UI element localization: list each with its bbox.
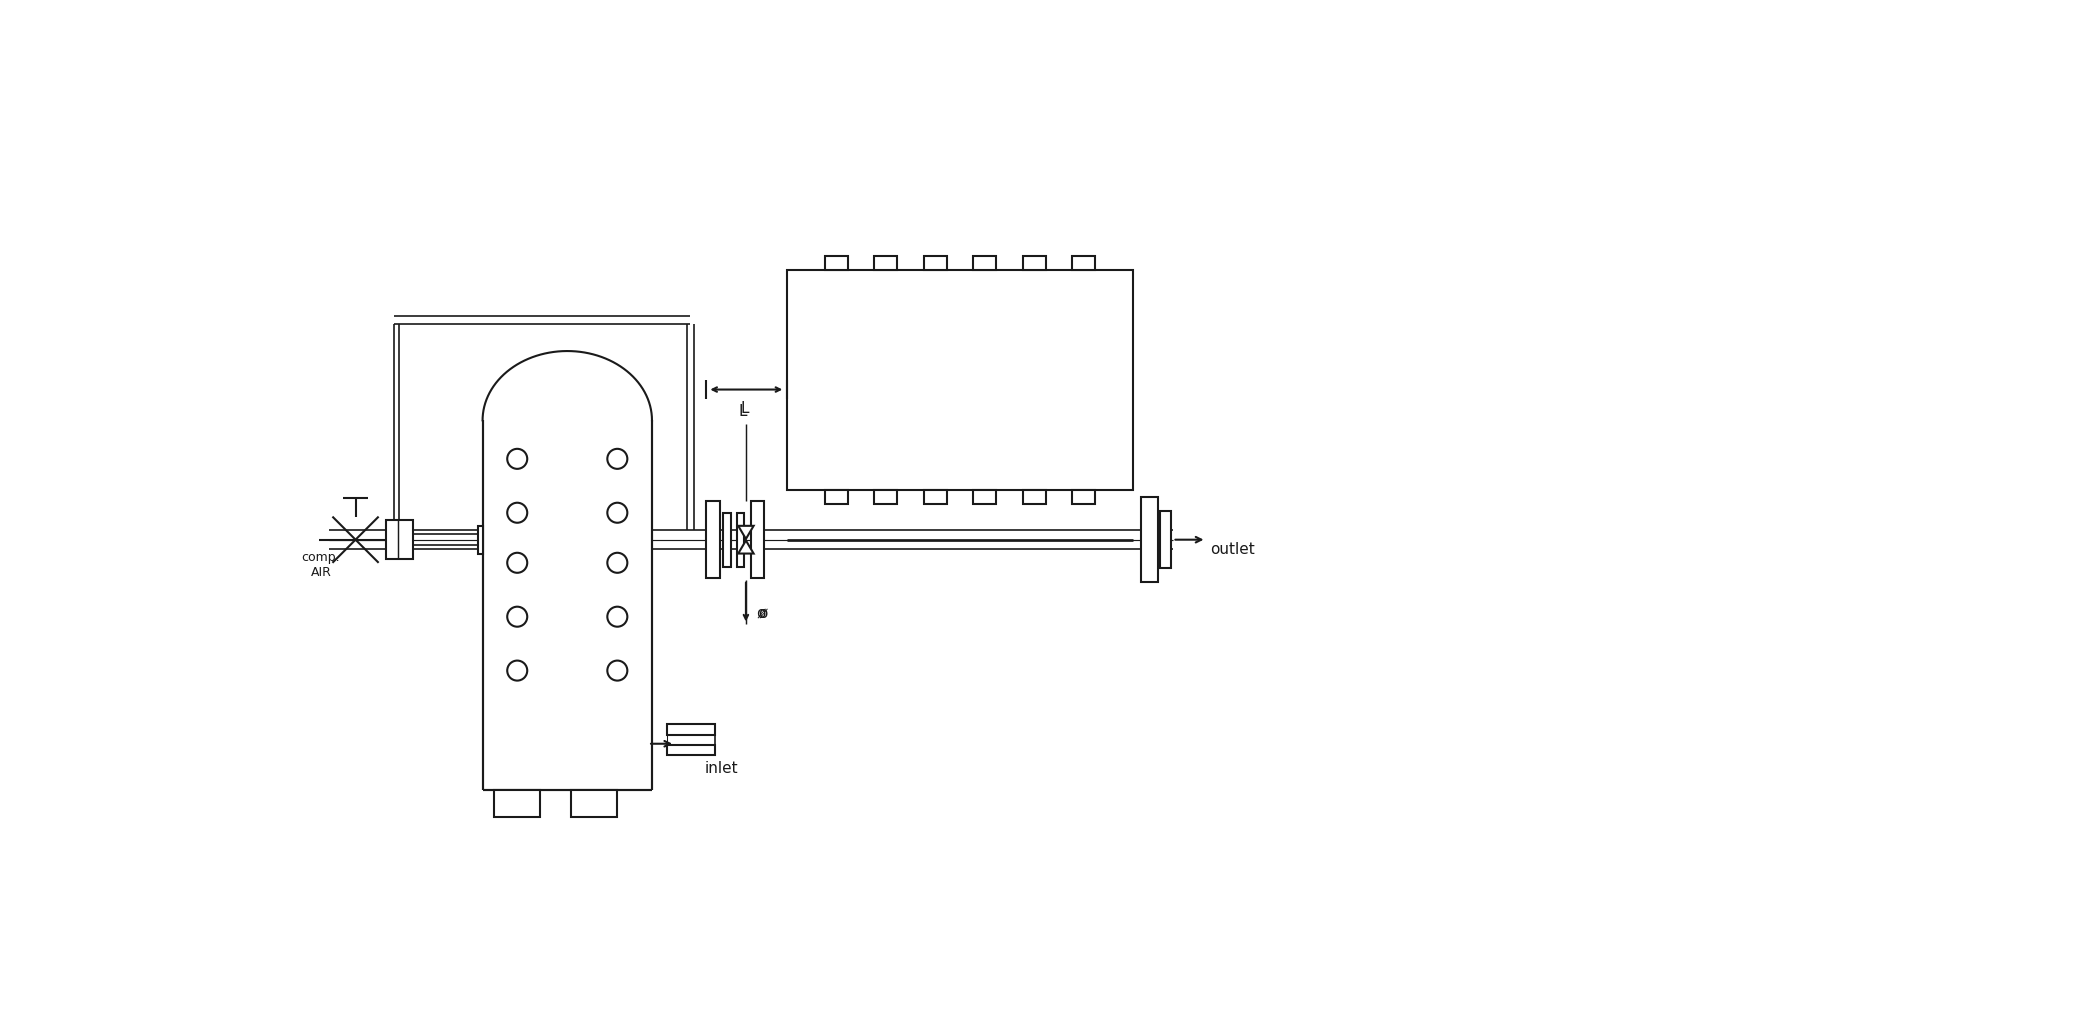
Bar	[1141, 498, 1158, 582]
Bar	[1022, 489, 1045, 504]
Circle shape	[507, 553, 528, 573]
Text: comp.: comp.	[302, 551, 339, 564]
Circle shape	[607, 448, 628, 469]
Text: inlet: inlet	[704, 761, 737, 776]
Bar	[873, 256, 898, 270]
Bar	[494, 790, 540, 817]
Text: AIR: AIR	[310, 566, 331, 580]
Bar	[1072, 489, 1095, 504]
Bar	[482, 421, 651, 790]
Circle shape	[607, 661, 628, 680]
Circle shape	[607, 606, 628, 627]
Polygon shape	[482, 351, 651, 421]
Bar	[923, 489, 946, 504]
Bar	[974, 489, 997, 504]
Bar	[668, 745, 716, 755]
Bar	[923, 256, 946, 270]
Circle shape	[607, 503, 628, 523]
Bar	[974, 256, 997, 270]
Bar	[668, 723, 716, 735]
Bar	[750, 501, 764, 579]
Circle shape	[507, 661, 528, 680]
Circle shape	[607, 553, 628, 573]
Polygon shape	[739, 526, 754, 539]
Bar	[873, 489, 898, 504]
Bar	[787, 270, 1133, 489]
Bar	[825, 256, 848, 270]
Text: ø: ø	[756, 607, 764, 622]
Bar	[572, 790, 618, 817]
Bar	[737, 513, 743, 566]
Bar	[825, 489, 848, 504]
Bar	[1022, 256, 1045, 270]
Bar	[706, 501, 720, 579]
Bar	[1072, 256, 1095, 270]
Bar	[1160, 511, 1171, 568]
Text: L: L	[739, 403, 748, 419]
Circle shape	[507, 448, 528, 469]
Text: ø: ø	[758, 607, 768, 622]
Bar	[722, 513, 731, 566]
Circle shape	[507, 503, 528, 523]
Text: outlet: outlet	[1210, 542, 1254, 557]
Polygon shape	[739, 541, 754, 554]
Circle shape	[507, 606, 528, 627]
Text: L: L	[739, 401, 750, 417]
Bar	[385, 520, 413, 559]
Bar	[477, 526, 482, 554]
